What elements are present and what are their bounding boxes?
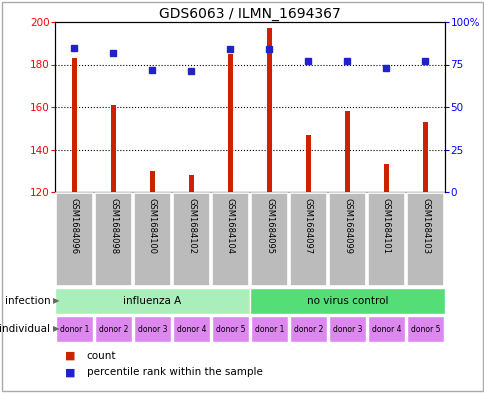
Text: influenza A: influenza A xyxy=(123,296,181,306)
Text: GSM1684104: GSM1684104 xyxy=(226,198,235,254)
Text: donor 1: donor 1 xyxy=(60,325,89,334)
Text: donor 5: donor 5 xyxy=(410,325,439,334)
Text: donor 1: donor 1 xyxy=(254,325,284,334)
Title: GDS6063 / ILMN_1694367: GDS6063 / ILMN_1694367 xyxy=(159,7,340,21)
Text: infection: infection xyxy=(4,296,50,306)
Bar xyxy=(367,193,404,286)
Text: ■: ■ xyxy=(64,367,75,377)
Bar xyxy=(95,193,132,286)
Bar xyxy=(406,316,443,342)
Bar xyxy=(250,316,287,342)
Text: count: count xyxy=(86,351,116,361)
Text: no virus control: no virus control xyxy=(306,296,388,306)
Bar xyxy=(267,28,271,192)
Bar xyxy=(212,193,248,286)
Text: donor 3: donor 3 xyxy=(137,325,167,334)
Bar xyxy=(94,316,132,342)
Bar xyxy=(289,193,326,286)
Text: GSM1684096: GSM1684096 xyxy=(70,198,79,254)
Bar xyxy=(134,193,170,286)
Bar xyxy=(289,316,327,342)
Text: donor 5: donor 5 xyxy=(215,325,245,334)
Bar xyxy=(55,288,249,314)
Bar xyxy=(72,58,76,192)
Text: donor 2: donor 2 xyxy=(293,325,322,334)
Bar xyxy=(345,111,349,192)
Text: GSM1684101: GSM1684101 xyxy=(381,198,390,254)
Text: GSM1684103: GSM1684103 xyxy=(420,198,429,254)
Bar xyxy=(111,105,116,192)
Bar xyxy=(56,193,92,286)
Text: donor 3: donor 3 xyxy=(332,325,362,334)
Text: GSM1684095: GSM1684095 xyxy=(264,198,273,254)
Text: GSM1684098: GSM1684098 xyxy=(109,198,118,254)
Bar xyxy=(383,164,388,192)
Bar xyxy=(134,316,171,342)
Text: ■: ■ xyxy=(64,351,75,361)
Bar xyxy=(367,316,405,342)
Bar xyxy=(172,316,210,342)
Bar xyxy=(212,316,249,342)
Text: donor 2: donor 2 xyxy=(99,325,128,334)
Bar xyxy=(227,54,232,192)
Bar xyxy=(329,193,365,286)
Text: GSM1684097: GSM1684097 xyxy=(303,198,312,254)
Text: GSM1684102: GSM1684102 xyxy=(187,198,196,254)
Bar xyxy=(189,175,194,192)
Bar xyxy=(305,135,310,192)
Bar xyxy=(250,288,444,314)
Text: ▶: ▶ xyxy=(52,296,59,305)
Text: GSM1684099: GSM1684099 xyxy=(342,198,351,254)
Bar xyxy=(150,171,154,192)
Text: donor 4: donor 4 xyxy=(176,325,206,334)
Text: donor 4: donor 4 xyxy=(371,325,400,334)
Bar xyxy=(56,316,93,342)
Bar xyxy=(328,316,365,342)
Bar xyxy=(251,193,287,286)
Bar xyxy=(173,193,210,286)
Text: GSM1684100: GSM1684100 xyxy=(148,198,157,254)
Text: ▶: ▶ xyxy=(52,325,59,334)
Text: percentile rank within the sample: percentile rank within the sample xyxy=(86,367,262,377)
Bar xyxy=(407,193,443,286)
Bar xyxy=(422,122,427,192)
Text: individual: individual xyxy=(0,324,50,334)
